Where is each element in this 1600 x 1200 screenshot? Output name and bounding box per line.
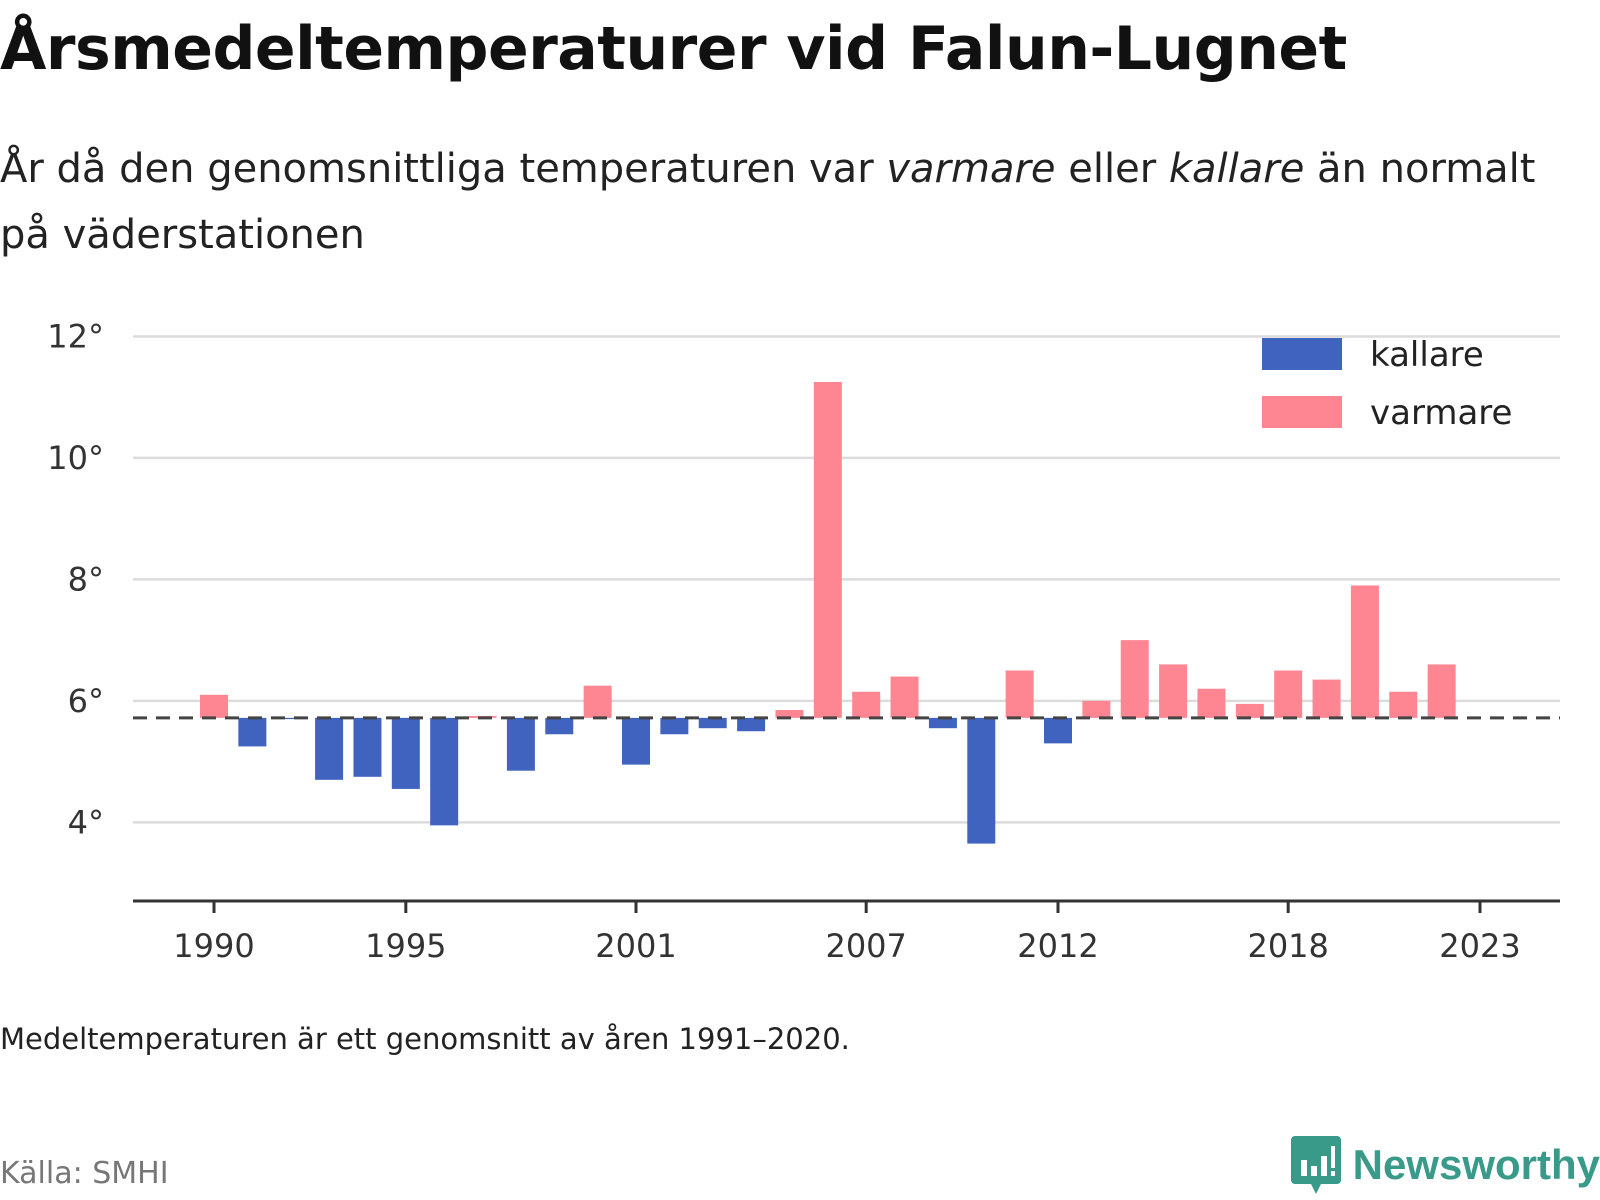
bar-2016 — [1197, 688, 1226, 718]
y-tick-label: 10° — [47, 439, 104, 477]
x-tick-label: 1995 — [365, 927, 446, 965]
x-tick-label: 2001 — [595, 927, 676, 965]
bar-2002 — [660, 717, 689, 735]
bar-2001 — [622, 717, 650, 765]
chart-subtitle: År då den genomsnittliga temperaturen va… — [0, 136, 1560, 268]
legend-label-varmare: varmare — [1370, 393, 1512, 433]
bar-2021 — [1389, 691, 1418, 718]
bar-1998 — [506, 717, 535, 771]
chart-title: Årsmedeltemperaturer vid Falun-Lugnet — [0, 14, 1347, 84]
bar-2005 — [775, 709, 804, 718]
y-tick-label: 12° — [47, 317, 104, 355]
bar-1992 — [276, 717, 305, 720]
bar-1994 — [353, 717, 382, 777]
bar-2017 — [1235, 703, 1264, 718]
subtitle-part3: än normalt på väderstationen — [0, 146, 1536, 258]
bar-1995 — [391, 717, 420, 789]
bar-2020 — [1350, 585, 1379, 718]
bar-2004 — [737, 717, 766, 732]
bar-1996 — [430, 717, 459, 826]
bar-2019 — [1312, 679, 1341, 718]
bar-2003 — [698, 717, 727, 729]
x-tick-label: 1990 — [173, 927, 254, 965]
x-tick-label: 2012 — [1017, 927, 1098, 965]
legend-label-kallare: kallare — [1370, 335, 1484, 375]
source-label: Källa: SMHI — [0, 1156, 169, 1191]
brand-logo: Newsworthy — [1290, 1136, 1600, 1194]
bar-2000 — [583, 685, 612, 718]
bar-2010 — [967, 717, 996, 844]
subtitle-warmer: varmare — [886, 146, 1056, 192]
bars — [200, 381, 1456, 844]
legend-swatch-varmare — [1262, 396, 1342, 428]
legend-swatch-kallare — [1262, 338, 1342, 370]
x-tick-label: 2007 — [825, 927, 906, 965]
bar-2008 — [890, 676, 919, 718]
y-axis-labels: 4° 6° 8° 10° 12° — [47, 317, 104, 841]
bar-2009 — [928, 717, 957, 729]
x-tick-label: 2023 — [1439, 927, 1520, 965]
subtitle-part1: År då den genomsnittliga temperaturen va… — [0, 146, 887, 192]
bar-1999 — [545, 717, 574, 735]
bar-2007 — [852, 691, 881, 718]
brand-name: Newsworthy — [1352, 1141, 1600, 1188]
subtitle-colder: kallare — [1168, 146, 1305, 192]
y-tick-label: 4° — [68, 803, 104, 841]
bar-2012 — [1044, 717, 1072, 744]
x-tick-label: 2018 — [1247, 927, 1328, 965]
grid-lines — [133, 335, 1560, 824]
bar-2011 — [1005, 670, 1034, 718]
bar-2015 — [1159, 664, 1188, 718]
bar-2014 — [1120, 640, 1149, 718]
subtitle-part2: eller — [1055, 146, 1169, 192]
bar-2013 — [1082, 700, 1111, 718]
y-tick-label: 6° — [68, 682, 104, 720]
bar-1993 — [315, 717, 344, 780]
bar-chart: 4° 6° 8° 10° 12° 1990 1995 2001 2007 2012 2018 202… — [47, 317, 1560, 965]
newsworthy-icon — [1290, 1136, 1341, 1194]
y-tick-label: 8° — [68, 560, 104, 598]
x-axis: 1990 1995 2001 2007 2012 2018 2023 — [133, 899, 1560, 965]
bar-2006 — [813, 381, 842, 718]
bar-2022 — [1427, 664, 1456, 718]
bar-1990 — [200, 694, 228, 718]
bar-1991 — [238, 717, 267, 747]
legend: kallare varmare — [1262, 335, 1512, 433]
bar-2018 — [1274, 670, 1303, 718]
footnote: Medeltemperaturen är ett genomsnitt av å… — [0, 1022, 850, 1056]
